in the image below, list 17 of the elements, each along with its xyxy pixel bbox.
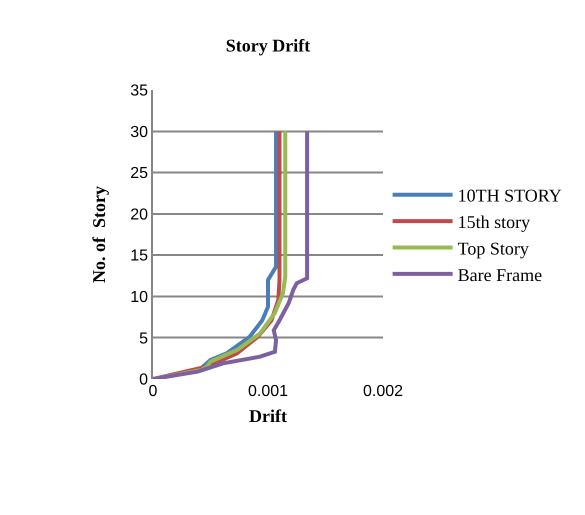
chart-title: Story Drift bbox=[226, 35, 310, 56]
y-tick-label: 10 bbox=[130, 289, 148, 306]
y-tick-label: 35 bbox=[130, 82, 148, 100]
legend-label: 15th story bbox=[458, 212, 530, 232]
y-tick-label: 0 bbox=[139, 372, 148, 389]
y-tick-label: 15 bbox=[130, 248, 148, 265]
legend-label: 10TH STORY bbox=[458, 186, 562, 206]
y-tick-label: 25 bbox=[130, 165, 148, 182]
y-axis-title: No. of Story bbox=[88, 186, 109, 283]
y-tick-label: 30 bbox=[130, 124, 148, 141]
y-tick-label: 5 bbox=[139, 330, 148, 348]
legend-label: Bare Frame bbox=[458, 264, 542, 285]
legend-label: Top Story bbox=[458, 238, 529, 259]
x-axis-title: Drift bbox=[249, 406, 287, 426]
x-tick-label: 0.002 bbox=[362, 383, 404, 400]
x-tick-label: 0.001 bbox=[248, 383, 288, 400]
y-tick-label: 20 bbox=[130, 206, 148, 224]
